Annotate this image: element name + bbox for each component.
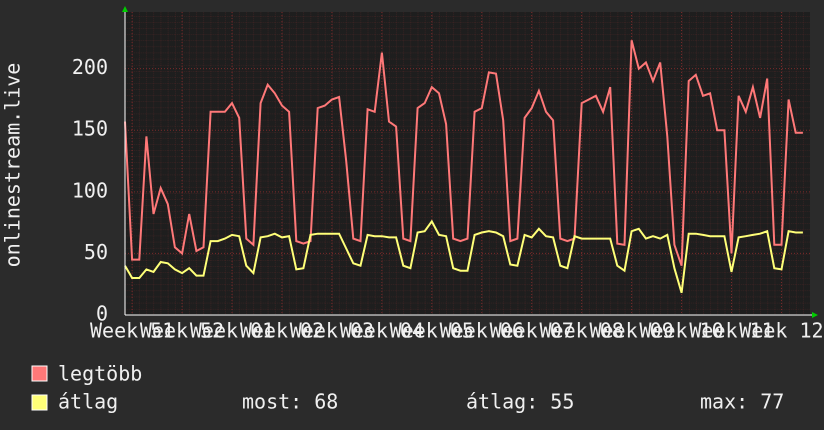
y-tick-label: 0: [96, 302, 108, 326]
legend-swatch: [31, 394, 48, 411]
series-line: [124, 40, 803, 267]
legend-swatch: [31, 365, 48, 382]
y-tick-label: 50: [84, 240, 108, 264]
x-tick-label: Week 11: [689, 319, 773, 343]
x-tick-label: Week 12: [739, 319, 823, 343]
x-tick-label: Week 03: [290, 319, 374, 343]
legend-stat: max: 77: [700, 390, 784, 414]
x-tick-label: Week 08: [540, 319, 624, 343]
x-tick-label: Week 06: [440, 319, 524, 343]
legend-stat: átlag: 55: [466, 390, 574, 414]
x-tick-label: Week 07: [490, 319, 574, 343]
x-tick-label: Week 10: [639, 319, 723, 343]
series-line: [124, 219, 803, 294]
x-tick-label: Week 04: [340, 319, 424, 343]
legend-label: átlag: [58, 390, 118, 414]
x-tick-label: Week 01: [190, 319, 274, 343]
x-tick-label: Week 05: [390, 319, 474, 343]
legend-stat: most: 68: [242, 390, 338, 414]
x-arrow: [812, 312, 818, 318]
y-tick-label: 150: [72, 117, 108, 141]
x-tick-label: Week 09: [589, 319, 673, 343]
minor-grid: [125, 12, 810, 315]
x-tick-label: Week 51: [90, 319, 174, 343]
y-tick-label: 200: [72, 55, 108, 79]
x-tick-label: Week 52: [140, 319, 224, 343]
y-arrow: [122, 6, 128, 12]
legend-label: legtöbb: [58, 362, 142, 386]
y-tick-label: 100: [72, 178, 108, 202]
y-axis-label: onlinestream.live: [1, 63, 25, 268]
x-tick-label: Week 02: [240, 319, 324, 343]
